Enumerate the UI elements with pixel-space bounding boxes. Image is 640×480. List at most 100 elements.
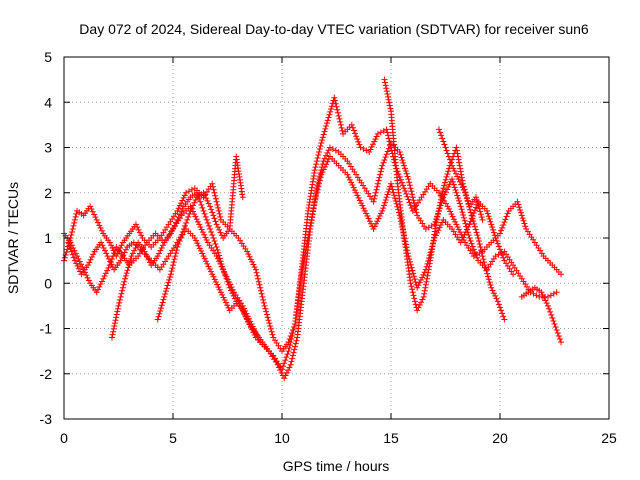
data-point	[301, 256, 308, 263]
data-point	[501, 219, 508, 226]
data-point	[479, 216, 486, 223]
data-point	[414, 307, 421, 314]
data-point	[373, 220, 380, 227]
data-point	[372, 136, 379, 143]
data-point	[497, 246, 503, 253]
data-point	[154, 253, 161, 260]
data-point	[379, 162, 386, 169]
data-point	[396, 149, 403, 156]
data-point	[84, 262, 91, 269]
data-point	[122, 272, 129, 279]
data-point	[116, 296, 123, 303]
data-point	[488, 284, 495, 291]
data-point	[386, 99, 393, 106]
data-point	[118, 290, 125, 297]
data-point	[157, 247, 164, 254]
data-point	[490, 226, 497, 233]
data-point	[423, 278, 430, 285]
data-point	[485, 273, 492, 280]
data-point	[173, 219, 180, 226]
data-point	[144, 254, 151, 261]
data-point	[482, 264, 489, 271]
data-point	[469, 215, 476, 222]
x-tick-labels: 0 5 10 15 20 25	[60, 430, 617, 446]
data-point	[453, 221, 460, 228]
data-point	[410, 273, 417, 280]
data-point	[269, 331, 276, 338]
data-point	[283, 369, 290, 376]
data-point	[475, 235, 482, 241]
data-point	[197, 198, 204, 205]
data-point	[221, 269, 228, 276]
data-point	[215, 207, 222, 214]
data-point	[74, 263, 81, 270]
data-point	[214, 201, 221, 208]
data-point	[519, 215, 526, 222]
data-point	[111, 250, 118, 257]
data-point	[499, 251, 506, 258]
data-point	[325, 114, 332, 121]
data-point	[69, 225, 76, 232]
data-point	[224, 278, 231, 285]
data-point	[175, 205, 182, 212]
data-point	[229, 290, 236, 297]
data-point	[212, 278, 219, 285]
data-point	[437, 222, 444, 229]
data-point	[468, 240, 475, 247]
data-point	[289, 333, 296, 340]
data-point	[97, 225, 104, 232]
data-point	[500, 254, 507, 261]
data-point	[520, 217, 527, 224]
data-point	[205, 200, 212, 207]
data-point	[252, 266, 259, 273]
data-point	[462, 220, 469, 227]
data-point	[335, 112, 342, 119]
data-point	[83, 272, 90, 279]
data-point	[312, 164, 319, 171]
data-point	[377, 171, 384, 178]
data-point	[459, 184, 466, 191]
data-point	[371, 195, 378, 202]
data-point	[181, 222, 188, 229]
data-point	[257, 284, 264, 291]
data-point	[375, 215, 382, 222]
data-point	[289, 330, 296, 337]
data-point	[267, 323, 274, 330]
data-point	[222, 272, 229, 279]
data-point	[487, 218, 494, 225]
data-point	[467, 206, 474, 213]
data-point	[420, 271, 427, 278]
data-point	[161, 293, 168, 300]
data-point	[411, 200, 418, 207]
data-point	[177, 235, 184, 241]
data-point	[321, 163, 328, 170]
data-point	[371, 223, 378, 230]
data-point	[216, 210, 223, 217]
data-point	[522, 223, 529, 230]
data-point	[477, 208, 484, 215]
data-point	[98, 239, 105, 246]
data-point	[71, 219, 78, 226]
data-point	[313, 189, 320, 196]
data-point	[381, 202, 388, 209]
data-point	[457, 168, 464, 175]
data-point	[302, 247, 309, 254]
data-point	[313, 192, 320, 199]
data-point	[480, 256, 487, 263]
data-points	[61, 76, 565, 382]
data-point	[339, 127, 346, 134]
data-point	[255, 278, 262, 285]
data-point	[72, 213, 79, 220]
data-point	[412, 279, 419, 286]
data-point	[288, 336, 295, 343]
data-point	[280, 363, 287, 370]
data-point	[314, 186, 321, 193]
data-point	[104, 253, 111, 260]
data-point	[405, 176, 412, 183]
data-point	[164, 282, 171, 289]
data-point	[458, 181, 465, 188]
data-point	[493, 295, 500, 302]
y-tick-label: 0	[44, 275, 52, 291]
data-point	[249, 258, 256, 265]
